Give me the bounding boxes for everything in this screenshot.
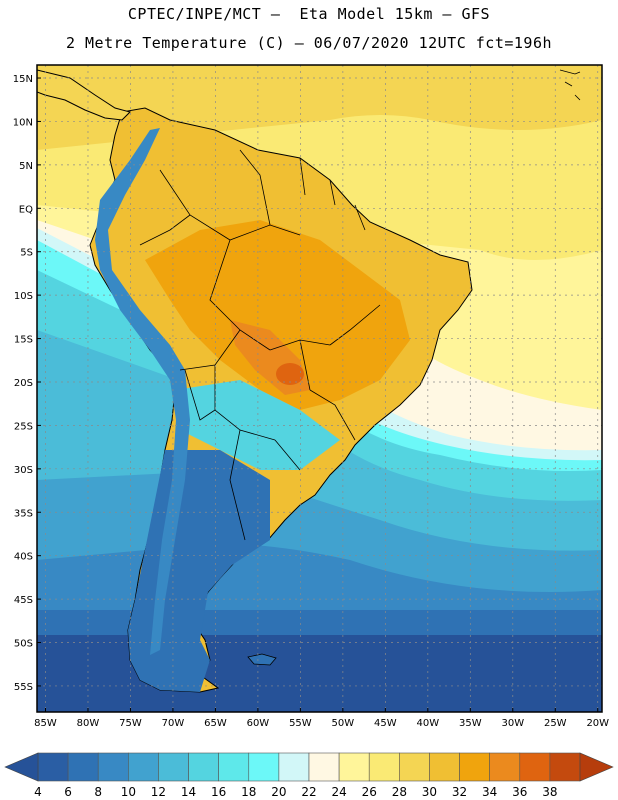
lat-label: 35S xyxy=(14,508,33,519)
colorbar-label: 4 xyxy=(34,785,42,799)
lon-label: 25W xyxy=(544,718,567,729)
colorbar-label: 38 xyxy=(542,785,557,799)
lat-label: 30S xyxy=(14,465,33,476)
colorbar-label: 12 xyxy=(151,785,166,799)
colorbar-below-arrow xyxy=(4,752,39,782)
colorbar-box xyxy=(37,752,69,782)
colorbar-box xyxy=(278,752,310,782)
colorbar-box xyxy=(158,752,189,782)
colorbar-above-arrow xyxy=(579,752,614,782)
colorbar-label: 26 xyxy=(362,785,377,799)
colorbar-box xyxy=(338,752,370,782)
graticule xyxy=(37,65,602,712)
lon-label: 85W xyxy=(34,718,57,729)
longitude-axis: 85W 80W 75W 70W 65W 60W 55W 50W 45W 40W 35W 30W 25W 2… xyxy=(34,708,609,729)
lon-label: 45W xyxy=(374,718,397,729)
lon-label: 60W xyxy=(247,718,270,729)
andes-cold-spine xyxy=(95,128,190,655)
colorbar-box xyxy=(368,752,400,782)
warm-core-amazon xyxy=(145,220,410,410)
land-band-southern-temperate xyxy=(175,380,340,470)
map-field xyxy=(37,65,602,712)
colorbar-label: 36 xyxy=(512,785,527,799)
colorbar-box xyxy=(519,752,551,782)
falkland-islands xyxy=(247,653,277,666)
lat-label: EQ xyxy=(19,204,33,215)
title-line-1: CPTEC/INPE/MCT – Eta Model 15km – GFS xyxy=(127,5,491,23)
central-america-landmass xyxy=(37,69,131,121)
land-band-patagonia xyxy=(128,450,270,692)
colorbar-box xyxy=(188,752,219,782)
colorbar-label: 20 xyxy=(271,785,286,799)
temperature-map: 15N 10N 5N EQ 5S 10S 15S 20S 25S 30S 35S 40S 45S 50S 5… xyxy=(13,64,609,729)
colorbar-label: 22 xyxy=(301,785,316,799)
lon-label: 70W xyxy=(162,718,185,729)
lon-label: 65W xyxy=(204,718,227,729)
lon-label: 80W xyxy=(77,718,100,729)
lat-label: 15S xyxy=(14,335,33,346)
lon-label: 30W xyxy=(501,718,524,729)
colorbar-label: 10 xyxy=(121,785,136,799)
lat-label: 20S xyxy=(14,378,33,389)
lat-label: 10N xyxy=(13,117,33,128)
colorbar-box xyxy=(67,752,99,782)
colorbar-label: 14 xyxy=(181,785,196,799)
colorbar: 4 6 8 10 12 14 16 18 20 22 24 26 28 30 32 34 36 38 xyxy=(4,752,614,799)
colorbar-box xyxy=(489,752,521,782)
lat-label: 45S xyxy=(14,595,33,606)
colorbar-boxes xyxy=(37,752,581,782)
colorbar-box xyxy=(308,752,340,782)
caribbean-islands xyxy=(559,69,581,101)
colorbar-label: 18 xyxy=(241,785,256,799)
colorbar-label: 16 xyxy=(211,785,226,799)
colorbar-label: 6 xyxy=(64,785,72,799)
colorbar-box xyxy=(549,752,581,782)
hot-spot-core xyxy=(276,363,304,385)
colorbar-label: 30 xyxy=(422,785,437,799)
colorbar-label: 8 xyxy=(94,785,102,799)
lon-label: 20W xyxy=(586,718,609,729)
lon-label: 55W xyxy=(289,718,312,729)
lon-label: 40W xyxy=(417,718,440,729)
colorbar-label: 28 xyxy=(392,785,407,799)
lat-label: 40S xyxy=(14,552,33,563)
map-frame xyxy=(36,64,603,713)
colorbar-box xyxy=(218,752,250,782)
colorbar-label: 32 xyxy=(452,785,467,799)
colorbar-box xyxy=(459,752,490,782)
title-line-2: 2 Metre Temperature (C) – 06/07/2020 12U… xyxy=(65,34,553,52)
colorbar-label: 24 xyxy=(331,785,346,799)
colorbar-label: 34 xyxy=(482,785,497,799)
lat-label: 5S xyxy=(20,248,33,259)
latitude-axis: 15N 10N 5N EQ 5S 10S 15S 20S 25S 30S 35S 40S 45S 50S 5… xyxy=(13,74,41,693)
lat-label: 50S xyxy=(14,639,33,650)
colorbar-box xyxy=(248,752,280,782)
colorbar-box xyxy=(97,752,129,782)
lat-label: 55S xyxy=(14,682,33,693)
lat-label: 25S xyxy=(14,421,33,432)
colorbar-box xyxy=(429,752,460,782)
lon-label: 50W xyxy=(332,718,355,729)
lat-label: 5N xyxy=(19,161,33,172)
lon-label: 35W xyxy=(459,718,482,729)
colorbar-box xyxy=(399,752,430,782)
lat-label: 15N xyxy=(13,74,33,85)
colorbar-labels: 4 6 8 10 12 14 16 18 20 22 24 26 28 30 32 34 36 38 xyxy=(34,785,557,799)
country-borders xyxy=(139,149,381,541)
lat-label: 10S xyxy=(14,291,33,302)
colorbar-box xyxy=(128,752,159,782)
lon-label: 75W xyxy=(119,718,142,729)
